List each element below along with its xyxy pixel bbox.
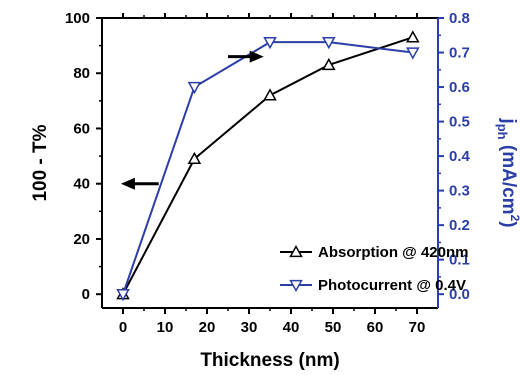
series-2-point (406, 47, 420, 60)
y-right-tick-label: 0.4 (449, 148, 471, 165)
x-tick-label: 50 (325, 319, 342, 336)
y-left-tick-label: 20 (73, 231, 90, 248)
axes: 0 10 20 30 40 50 60 70 0 20 40 60 80 100 0.0 0.1 0.2 0.3 0… (30, 10, 520, 371)
arrow-right-head (249, 50, 264, 63)
y-right-tick-label: 0.5 (449, 114, 470, 131)
y-right-title-unit: (mA/cm (498, 140, 519, 215)
x-tick-label: 20 (199, 319, 216, 336)
y-left-tick-label: 100 (65, 10, 90, 27)
series-2-point (322, 37, 336, 50)
y-right-tick-label: 0.8 (449, 10, 470, 27)
legend-label-1: Absorption @ 420nm (318, 244, 468, 261)
annotations (120, 50, 264, 190)
y-right-tick-label: 0.3 (449, 183, 470, 200)
x-tick-label: 0 (119, 319, 127, 336)
series-1-point (187, 151, 202, 165)
series-2-point (263, 37, 277, 50)
y-right-title-main: j (498, 117, 519, 123)
arrow-left-head (120, 177, 135, 190)
x-tick-label: 40 (283, 319, 300, 336)
y-left-tick-label: 60 (73, 120, 90, 137)
series-layer (116, 30, 420, 302)
y-right-axis-title: jph (mA/cm2) (495, 117, 520, 227)
y-left-tick-label: 80 (73, 65, 90, 82)
legend-marker-1 (289, 244, 303, 258)
x-tick-label: 30 (241, 319, 258, 336)
x-tick-label: 70 (409, 319, 426, 336)
legend: Absorption @ 420nm Photocurrent @ 0.4V (280, 244, 468, 294)
y-right-tick-label: 0.1 (449, 252, 470, 269)
series-1-point (322, 57, 336, 71)
x-tick-label: 10 (157, 319, 174, 336)
y-right-tick-label: 0.2 (449, 217, 470, 234)
y-right-title-close: ) (498, 221, 519, 227)
y-right-tick-label: 0.6 (449, 79, 470, 96)
y-right-title-sub: ph (495, 124, 510, 140)
x-axis-title: Thickness (nm) (200, 350, 339, 371)
y-left-tick-label: 40 (73, 176, 90, 193)
y-right-tick-label: 0.0 (449, 286, 470, 303)
y-left-axis-title: 100 - T% (30, 124, 51, 201)
y-right-title-sup: 2 (508, 215, 520, 222)
x-tick-label: 60 (367, 319, 384, 336)
legend-marker-2 (289, 279, 303, 293)
y-left-tick-label: 0 (82, 286, 90, 303)
series-1-point (406, 30, 420, 43)
series-1-point (263, 88, 277, 101)
y-right-tick-label: 0.7 (449, 45, 470, 62)
series-2-point (116, 289, 130, 302)
series-2-point (187, 81, 202, 95)
legend-label-2: Photocurrent @ 0.4V (318, 277, 466, 294)
